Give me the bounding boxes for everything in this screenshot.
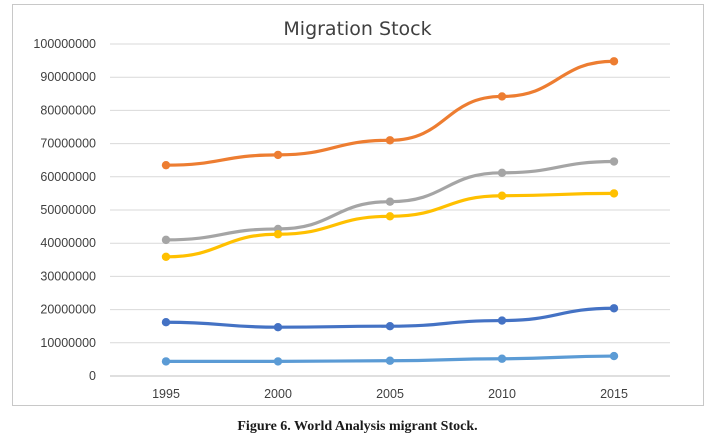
y-tick-label: 40000000 bbox=[40, 236, 96, 250]
y-tick-label: 100000000 bbox=[33, 37, 96, 51]
data-point bbox=[497, 316, 507, 325]
y-tick-label: 30000000 bbox=[40, 269, 96, 283]
data-point bbox=[273, 230, 283, 239]
data-point bbox=[497, 92, 507, 101]
data-point bbox=[273, 357, 283, 366]
y-tick-label: 80000000 bbox=[40, 103, 96, 117]
y-tick-label: 20000000 bbox=[40, 303, 96, 317]
data-point bbox=[609, 57, 619, 66]
y-tick-label: 10000000 bbox=[40, 336, 96, 350]
x-tick-label: 2000 bbox=[264, 387, 292, 401]
data-point bbox=[385, 136, 395, 145]
y-tick-label: 60000000 bbox=[40, 170, 96, 184]
data-point bbox=[161, 318, 171, 327]
chart-title: Migration Stock bbox=[283, 18, 432, 40]
data-point bbox=[161, 235, 171, 245]
data-point bbox=[609, 189, 619, 198]
data-point bbox=[497, 168, 507, 178]
data-point bbox=[385, 356, 395, 365]
data-point bbox=[497, 354, 507, 363]
y-tick-label: 70000000 bbox=[40, 137, 96, 151]
data-point bbox=[273, 150, 283, 160]
data-point bbox=[273, 322, 283, 332]
y-tick-label: 0 bbox=[89, 369, 96, 383]
data-point bbox=[161, 160, 171, 170]
data-point bbox=[385, 197, 395, 206]
data-point bbox=[609, 304, 619, 313]
data-point bbox=[385, 212, 395, 221]
data-point bbox=[161, 357, 171, 366]
data-point bbox=[385, 322, 395, 331]
data-point bbox=[161, 252, 171, 262]
data-point bbox=[609, 351, 619, 361]
y-tick-label: 50000000 bbox=[40, 203, 96, 217]
x-tick-label: 1995 bbox=[152, 387, 180, 401]
x-tick-label: 2015 bbox=[600, 387, 628, 401]
x-tick-label: 2005 bbox=[376, 387, 404, 401]
y-tick-label: 90000000 bbox=[40, 70, 96, 84]
data-point bbox=[609, 157, 619, 166]
figure-caption: Figure 6. World Analysis migrant Stock. bbox=[237, 419, 478, 434]
data-point bbox=[497, 191, 507, 200]
x-tick-label: 2010 bbox=[488, 387, 516, 401]
line-chart: 0 10000000 20000000 30000000 40000000 5000000… bbox=[33, 37, 670, 401]
